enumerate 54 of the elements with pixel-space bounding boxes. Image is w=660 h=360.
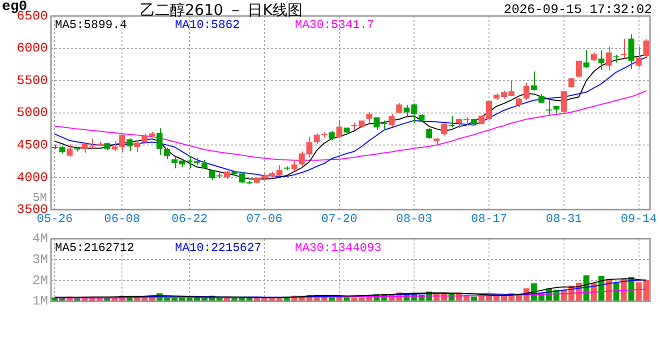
candlestick — [643, 38, 650, 59]
y-tick-label: 5500 — [16, 72, 48, 88]
y-tick-label: 6000 — [16, 40, 48, 56]
candlestick — [606, 46, 612, 72]
x-tick-label: 08-03 — [396, 212, 432, 226]
text: MA10:2215627 — [175, 240, 262, 255]
x-tick-label: 06-08 — [104, 212, 140, 226]
y-tick-label: 1M — [32, 294, 48, 309]
candlestick — [598, 50, 604, 70]
y-tick-label: 3M — [32, 252, 48, 268]
candlestick — [628, 34, 634, 70]
y-tick-label: 4500 — [16, 138, 48, 153]
candlestick — [530, 71, 537, 92]
text: MA30:1344093 — [295, 240, 382, 255]
candlestick — [636, 46, 642, 68]
y-tick-label: 4000 — [16, 170, 48, 185]
candlestick — [336, 119, 342, 139]
y-tick-label: 5000 — [16, 105, 48, 120]
candlestick — [164, 147, 170, 160]
candlestick — [620, 38, 627, 60]
candlestick — [366, 111, 372, 124]
candlestick — [126, 138, 133, 152]
text: MA10:5862 — [175, 18, 240, 32]
candlestick — [396, 102, 402, 114]
x-tick-label: 06-22 — [172, 212, 208, 226]
x-tick-label: 08-31 — [546, 212, 582, 226]
candlestick — [426, 128, 432, 140]
text: MA5:2162712 — [55, 240, 134, 255]
candlestick — [583, 50, 590, 68]
chart-title: 乙二醇2610 － 日K线图 — [140, 1, 303, 20]
candlestick — [546, 98, 552, 116]
x-tick-label: 07-06 — [246, 212, 282, 226]
y-tick-label: 4M — [32, 231, 48, 246]
candlestick — [523, 82, 530, 100]
candlestick — [291, 159, 298, 172]
candlestick — [328, 130, 335, 140]
annotation: 2026-09-15 17:32:02 — [504, 2, 652, 17]
text: MA30:5341.7 — [295, 18, 374, 32]
candlestick — [66, 144, 73, 158]
x-tick-label: 09-14 — [620, 212, 657, 226]
candlestick — [576, 60, 582, 78]
y-tick-label: 2M — [32, 272, 48, 288]
candlestick — [516, 97, 522, 108]
text: 5M — [32, 191, 47, 205]
candlestick — [134, 140, 140, 153]
candlestick — [560, 90, 567, 114]
x-tick-label: 08-17 — [471, 212, 508, 226]
candlestick — [156, 128, 163, 156]
text: MA5:5899.4 — [55, 18, 128, 32]
candlestick — [613, 54, 620, 63]
candlestick — [441, 122, 448, 136]
candlestick — [388, 114, 395, 128]
candlestick — [448, 115, 455, 128]
x-tick-label: 07-20 — [321, 212, 358, 226]
